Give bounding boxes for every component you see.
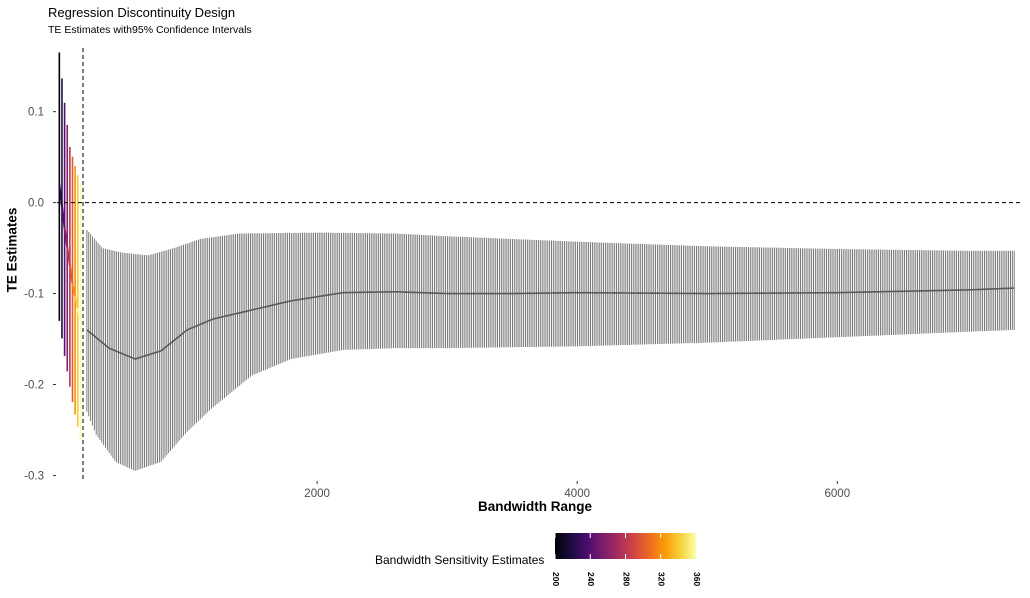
sensitivity-estimate-segment: [60, 206, 66, 229]
sensitivity-error-bars: [58, 52, 82, 440]
sensitivity-estimate-segment: [63, 228, 69, 248]
y-tick-label: 0.0: [28, 198, 44, 210]
y-tick-label: -0.2: [24, 380, 44, 392]
colorbar-tick-label: 360: [692, 572, 702, 586]
sensitivity-estimate-segment: [68, 265, 74, 284]
x-tick-label: 2000: [304, 488, 330, 500]
colorbar-title: Bandwidth Sensitivity Estimates: [375, 553, 545, 567]
sensitivity-estimate-segment: [74, 296, 79, 309]
colorbar-tick-label: 280: [621, 572, 631, 586]
reference-lines: [57, 48, 1022, 480]
sensitivity-estimate-segment: [66, 246, 71, 266]
x-axis-label: Bandwidth Range: [478, 499, 592, 514]
gray-estimate-line: [86, 287, 1015, 360]
colorbar-tick-label: 200: [551, 572, 561, 586]
chart-subtitle: TE Estimates with95% Confidence Interval…: [48, 24, 252, 36]
x-tick-label: 4000: [564, 488, 590, 500]
colorbar: 200 240 280 320 360: [551, 533, 702, 586]
y-tick-label: -0.1: [24, 289, 44, 301]
axes: 0.1 0.0 -0.1 -0.2 -0.3 2000 4000 6000: [24, 107, 850, 500]
colorbar-tick-label: 320: [657, 572, 667, 586]
colorbar-tick-label: 240: [586, 572, 596, 586]
chart-title: Regression Discontinuity Design: [48, 5, 236, 20]
y-tick-label: -0.3: [24, 470, 44, 482]
sensitivity-estimate-segment: [58, 184, 63, 207]
y-tick-label: 0.1: [28, 107, 44, 119]
x-tick-label: 6000: [825, 488, 851, 500]
gray-error-bars: [86, 229, 1015, 471]
sensitivity-estimate-segment: [71, 283, 77, 297]
sensitivity-estimate-segment: [76, 308, 82, 322]
